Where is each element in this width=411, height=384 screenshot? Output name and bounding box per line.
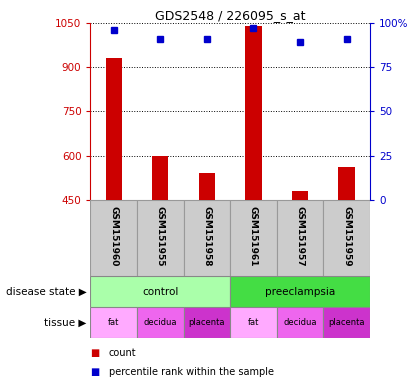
Text: ■: ■ [90,367,100,377]
Bar [184,307,230,338]
Text: GSM151959: GSM151959 [342,206,351,266]
Text: ■: ■ [90,348,100,358]
Bar [277,200,323,276]
Bar [323,200,370,276]
Text: GSM151955: GSM151955 [156,206,165,266]
Text: placenta: placenta [328,318,365,327]
Bar [230,276,370,307]
Text: GSM151958: GSM151958 [202,206,211,266]
Bar [230,200,277,276]
Text: disease state ▶: disease state ▶ [6,287,86,297]
Bar [90,276,230,307]
Bar [277,307,323,338]
Bar [137,200,184,276]
Text: tissue ▶: tissue ▶ [44,318,86,328]
Text: GSM151957: GSM151957 [296,206,305,266]
Text: decidua: decidua [143,318,177,327]
Bar [338,167,355,200]
Bar [90,200,137,276]
Bar [323,307,370,338]
Bar [292,191,308,200]
Title: GDS2548 / 226095_s_at: GDS2548 / 226095_s_at [155,9,305,22]
Bar [137,307,184,338]
Bar [152,156,169,200]
Bar [199,173,215,200]
Text: placenta: placenta [189,318,225,327]
Text: control: control [142,287,178,297]
Text: decidua: decidua [283,318,317,327]
Text: GSM151961: GSM151961 [249,206,258,266]
Text: GSM151960: GSM151960 [109,206,118,266]
Text: fat: fat [248,318,259,327]
Text: percentile rank within the sample: percentile rank within the sample [109,367,274,377]
Bar [245,26,262,200]
Text: count: count [109,348,136,358]
Text: preeclampsia: preeclampsia [265,287,335,297]
Bar [90,307,137,338]
Bar [184,200,230,276]
Bar [230,307,277,338]
Bar [106,58,122,200]
Text: fat: fat [108,318,120,327]
